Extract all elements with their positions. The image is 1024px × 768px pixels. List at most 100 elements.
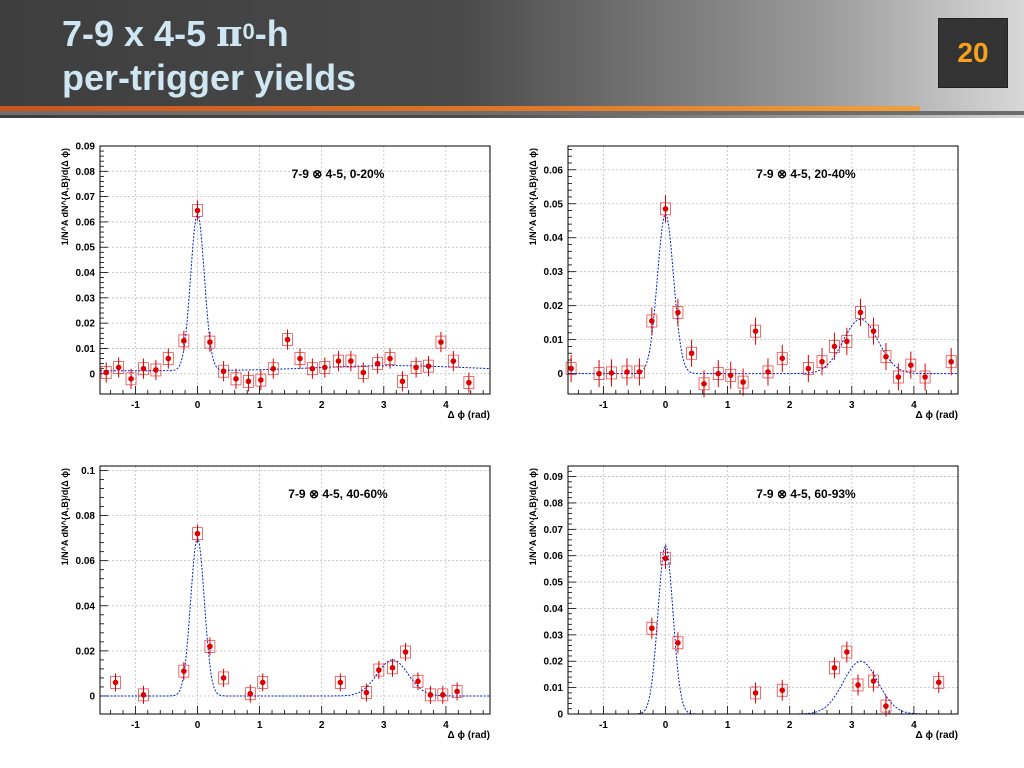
point-marker — [895, 374, 902, 380]
y-tick-label: 0.06 — [544, 165, 564, 176]
data-point — [204, 637, 216, 656]
point-marker — [883, 353, 889, 360]
point-marker — [935, 679, 942, 686]
chart-panel-40-60: -1 0 1 2 3 4 0 0.02 0.04 0.06 0.08 0.1 7-9 ⊗ 4-5, 40… — [50, 458, 520, 758]
systematic-box — [829, 340, 840, 353]
title-pi: π — [216, 13, 243, 55]
data-point — [319, 357, 331, 378]
point-marker — [855, 682, 861, 688]
data-point — [593, 360, 605, 388]
point-marker — [258, 377, 264, 383]
systematic-box — [361, 686, 372, 699]
data-point — [400, 642, 411, 662]
data-point — [125, 368, 137, 389]
data-point — [945, 348, 957, 376]
panel-label: 7-9 ⊗ 4-5, 40-60% — [288, 487, 388, 501]
chart-60-93: -1 0 1 2 3 4 0 0.01 0.02 0.03 0.04 0.05 0.06 0.07 0.08… — [528, 465, 959, 741]
point-marker — [309, 365, 316, 372]
data-point — [829, 657, 840, 679]
point-marker — [103, 369, 110, 376]
systematic-box — [565, 362, 577, 375]
point-marker — [284, 336, 291, 343]
point-marker — [649, 318, 655, 324]
page-number-box: 20 — [938, 18, 1008, 88]
data-point — [267, 358, 279, 379]
x-tick-label: 3 — [381, 400, 387, 411]
data-point — [218, 361, 229, 382]
systematic-box — [621, 365, 633, 379]
systematic-box — [905, 358, 917, 372]
point-marker — [322, 364, 328, 371]
data-point — [565, 354, 577, 383]
title-superscript: 0 — [242, 19, 255, 44]
y-tick-label: 0.09 — [544, 472, 564, 483]
systematic-box — [725, 368, 737, 382]
data-point — [192, 200, 203, 221]
data-point — [660, 195, 671, 223]
systematic-box — [750, 324, 761, 338]
x-axis-label: Δ ϕ (rad) — [448, 410, 490, 421]
systematic-box — [294, 352, 306, 365]
data-point — [243, 371, 254, 392]
data-point — [841, 327, 853, 355]
point-marker — [752, 690, 759, 696]
data-point — [646, 617, 658, 639]
data-point — [698, 370, 710, 398]
systematic-box — [204, 335, 216, 349]
point-marker — [649, 625, 655, 632]
data-point — [150, 359, 162, 381]
title-line-2: per-trigger yields — [62, 57, 357, 98]
point-marker — [363, 689, 370, 696]
y-tick-label: 0.09 — [76, 142, 96, 153]
point-marker — [819, 358, 825, 365]
point-marker — [831, 665, 838, 671]
x-tick-label: -1 — [131, 400, 140, 411]
point-marker — [596, 370, 602, 377]
systematic-box — [178, 334, 190, 348]
x-tick-label: 1 — [257, 720, 263, 731]
point-marker — [337, 679, 344, 686]
chart-panel-0-20: -1 0 1 2 3 4 0 0.01 0.02 0.03 0.04 0.05 0.06 0.07 0.08… — [50, 138, 520, 438]
data-point — [606, 359, 617, 387]
systematic-box — [384, 352, 396, 365]
systematic-box — [138, 362, 149, 376]
point-marker — [399, 378, 406, 385]
data-point — [138, 358, 149, 379]
systematic-box — [334, 676, 346, 689]
data-point — [345, 350, 357, 372]
systematic-box — [243, 374, 254, 388]
systematic-box — [333, 354, 344, 368]
y-tick-label: 0.02 — [544, 301, 564, 312]
systematic-box — [410, 361, 422, 374]
x-tick-label: -1 — [599, 720, 608, 731]
y-tick-label: 0.03 — [544, 267, 564, 278]
systematic-box — [192, 527, 203, 541]
fit-curve — [100, 212, 491, 372]
y-tick-label: 0 — [557, 369, 563, 380]
systematic-box — [319, 361, 331, 374]
point-marker — [727, 372, 734, 379]
y-tick-label: 0.01 — [76, 344, 96, 355]
systematic-box — [357, 366, 369, 379]
point-marker — [425, 363, 432, 369]
panel-label: 7-9 ⊗ 4-5, 60-93% — [756, 487, 856, 501]
y-tick-label: 0.04 — [76, 601, 96, 612]
chart-20-40: -1 0 1 2 3 4 0 0.01 0.02 0.03 0.04 0.05 0.06 7-9 ⊗ 4-… — [528, 145, 959, 421]
systematic-box — [919, 370, 931, 384]
y-tick-label: 0.02 — [544, 657, 564, 668]
y-tick-label: 0.06 — [76, 556, 96, 567]
systematic-box — [372, 357, 383, 371]
point-marker — [779, 355, 786, 362]
data-point — [178, 662, 190, 681]
data-point — [776, 679, 788, 701]
point-marker — [140, 692, 147, 698]
data-point — [880, 695, 892, 717]
point-marker — [389, 664, 396, 671]
data-point — [802, 354, 814, 383]
panel-label: 7-9 ⊗ 4-5, 20-40% — [756, 167, 856, 181]
systematic-box — [424, 688, 436, 702]
data-point — [387, 658, 398, 677]
point-marker — [440, 692, 446, 698]
data-point — [410, 357, 422, 378]
systematic-box — [451, 685, 463, 698]
